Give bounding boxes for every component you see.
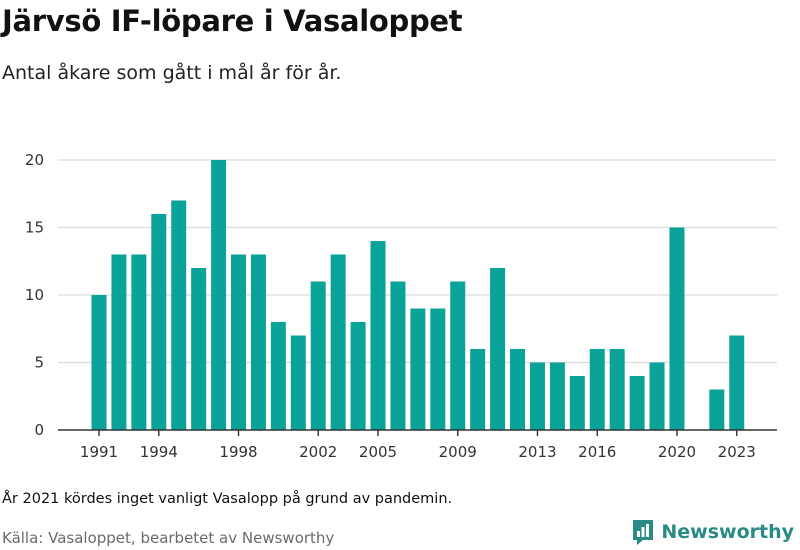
bar-2014 (549, 362, 565, 430)
bar-2000 (270, 322, 286, 430)
x-tick-label: 2013 (518, 443, 556, 461)
bar-2015 (569, 376, 585, 430)
bar-2004 (350, 322, 366, 430)
x-tick-label: 1998 (219, 443, 257, 461)
x-tick-label: 2002 (299, 443, 337, 461)
x-tick-label: 2016 (578, 443, 616, 461)
y-tick-label: 0 (34, 421, 44, 439)
bar-2002 (310, 281, 326, 430)
bar-2016 (589, 349, 605, 430)
y-tick-label: 20 (25, 151, 44, 169)
x-tick-label: 2020 (658, 443, 696, 461)
bar-1998 (231, 254, 247, 430)
newsworthy-logo-text: Newsworthy (661, 521, 794, 543)
bar-2017 (609, 349, 625, 430)
y-tick-label: 15 (25, 219, 44, 237)
footnote: År 2021 kördes inget vanligt Vasalopp på… (2, 491, 453, 507)
bar-chart: 0 5 10 15 20 1991 1994 1998 2002 2005 2009 2013 2016… (25, 151, 777, 461)
x-tick-label: 2023 (718, 443, 756, 461)
bar-1999 (250, 254, 266, 430)
bar-2011 (490, 268, 506, 430)
y-tick-label: 10 (25, 286, 44, 304)
bar-1995 (171, 200, 187, 430)
bar-1996 (191, 268, 207, 430)
y-tick-label: 5 (34, 354, 44, 372)
bar-2020 (669, 227, 685, 430)
bar-2018 (629, 376, 645, 430)
x-tick-label: 2009 (439, 443, 477, 461)
x-tick-label: 1994 (140, 443, 178, 461)
source-credit: Källa: Vasaloppet, bearbetet av Newswort… (2, 529, 335, 547)
bar-2007 (410, 308, 426, 430)
bar-2008 (430, 308, 446, 430)
newsworthy-logo: Newsworthy (631, 518, 794, 546)
bar-2003 (330, 254, 346, 430)
bar-2001 (290, 335, 306, 430)
newsworthy-logo-icon (633, 520, 654, 545)
bar-1994 (151, 214, 167, 430)
bar-2023 (729, 335, 745, 430)
bar-2019 (649, 362, 665, 430)
x-tick-label: 2005 (359, 443, 397, 461)
bar-2009 (450, 281, 466, 430)
bar-2022 (709, 389, 725, 430)
chart-title: Järvsö IF-löpare i Vasaloppet (2, 4, 463, 38)
bar-1993 (131, 254, 147, 430)
bar-1997 (211, 160, 227, 430)
bar-2013 (529, 362, 545, 430)
bar-2010 (470, 349, 486, 430)
chart-subtitle: Antal åkare som gått i mål år för år. (2, 62, 342, 84)
bar-2012 (510, 349, 526, 430)
x-tick-label: 1991 (80, 443, 118, 461)
bar-2005 (370, 241, 386, 430)
bar-2006 (390, 281, 406, 430)
bar-1992 (111, 254, 127, 430)
bar-1991 (91, 295, 107, 430)
